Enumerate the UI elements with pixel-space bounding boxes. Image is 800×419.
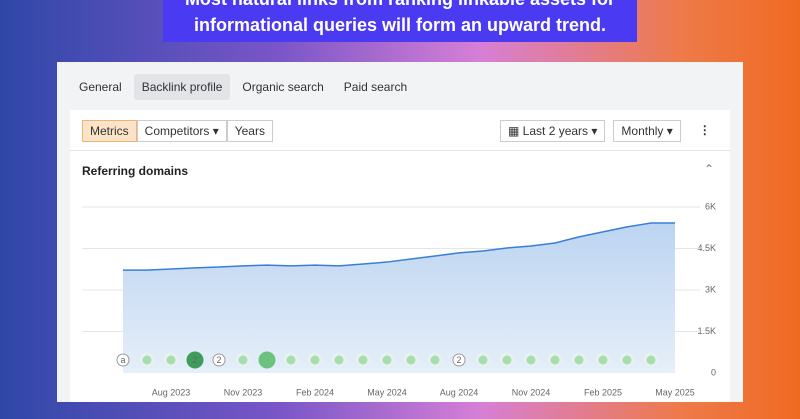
x-tick-label: Feb 2025 [584, 387, 622, 397]
event-marker [500, 353, 514, 367]
button[interactable]: Monthly ▾ [613, 120, 681, 142]
menu-button[interactable]: ⋮ [698, 123, 711, 137]
period-controls: ▦ Last 2 years ▾ Monthly ▾ ⋮ [500, 120, 721, 142]
event-marker [596, 353, 610, 367]
card: Metrics Competitors ▾ Years ▦ Last 2 yea… [70, 110, 730, 402]
x-tick-label: May 2025 [655, 387, 695, 397]
event-label: 2 [456, 355, 461, 365]
banner-line: Most natural links from ranking linkable… [163, 0, 637, 12]
event-marker [644, 353, 658, 367]
x-tick-label: Nov 2024 [512, 387, 551, 397]
tab[interactable]: General [79, 80, 122, 94]
event-marker [452, 353, 466, 367]
tab[interactable]: Organic search [242, 80, 324, 94]
event-marker [140, 353, 154, 367]
event-marker [524, 353, 538, 367]
event-marker [284, 353, 298, 367]
button[interactable]: ▦ Last 2 years ▾ [500, 120, 606, 142]
line [123, 222, 675, 271]
event-marker [212, 353, 226, 367]
event-marker [186, 351, 204, 369]
event-label: a [120, 355, 125, 365]
y-tick-label: 0 [711, 367, 716, 377]
event-marker [356, 353, 370, 367]
button-label: Last 2 years [522, 124, 589, 138]
event-marker [380, 353, 394, 367]
x-tick-label: Aug 2024 [440, 387, 479, 397]
event-marker [308, 353, 322, 367]
button[interactable]: Metrics [82, 120, 137, 142]
button-label: Competitors [144, 124, 210, 138]
divider [70, 150, 730, 151]
tabs: General Backlink profile Organic search … [71, 74, 415, 100]
event-marker [428, 353, 442, 367]
event-marker [476, 353, 490, 367]
x-tick-label: Feb 2024 [296, 387, 334, 397]
event-label: 2 [192, 355, 197, 365]
event-marker [258, 351, 276, 369]
event-marker [620, 353, 634, 367]
y-tick-label: 1.5K [697, 326, 716, 336]
button[interactable]: Years [226, 120, 273, 142]
event-label: 2 [216, 355, 221, 365]
event-marker [236, 353, 250, 367]
banner: Most natural links from ranking linkable… [163, 0, 637, 42]
button[interactable]: Competitors ▾ [136, 120, 227, 142]
button-label: Monthly [621, 124, 664, 138]
y-tick-label: 6K [705, 201, 716, 211]
chart: 0 1.5K 3K 4.5K 6K Aug 2023 Nov 2023 Feb 2024 May… [82, 201, 716, 397]
x-tick-label: May 2024 [367, 387, 407, 397]
chart-title: Referring domains [82, 164, 189, 178]
event-marker [404, 353, 418, 367]
x-tick-label: Aug 2023 [152, 387, 191, 397]
panel: General Backlink profile Organic search … [57, 62, 743, 402]
collapse-button[interactable]: ⌃ [704, 162, 715, 176]
x-tick-label: Nov 2023 [224, 387, 263, 397]
view-buttons: Metrics Competitors ▾ Years [82, 120, 273, 142]
event-marker [164, 353, 178, 367]
banner-line: informational queries will form an upwar… [193, 15, 607, 35]
event-marker [548, 353, 562, 367]
y-tick-label: 4.5K [697, 243, 716, 253]
tab[interactable]: Backlink profile [133, 74, 231, 100]
y-tick-label: 3K [705, 284, 716, 294]
event-marker [332, 353, 346, 367]
event-marker [116, 353, 130, 367]
area [123, 223, 675, 373]
event-marker [572, 353, 586, 367]
tab[interactable]: Paid search [343, 80, 408, 94]
